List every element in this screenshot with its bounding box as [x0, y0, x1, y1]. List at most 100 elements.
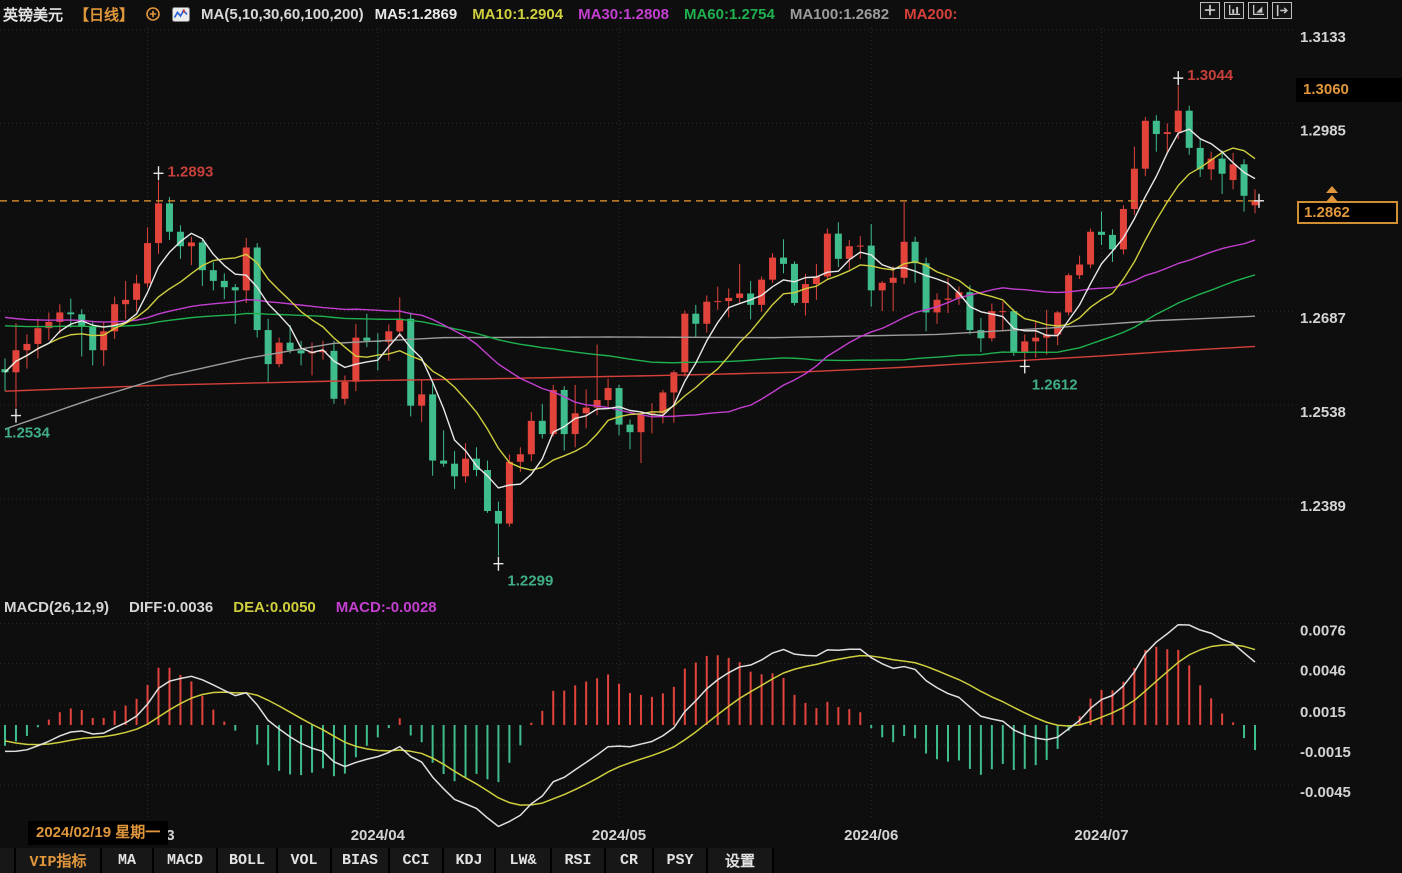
ma-line-ma100: [4, 315, 1256, 430]
candle-body: [385, 331, 393, 343]
candle-body: [1119, 209, 1127, 250]
toolbar-item-kdj[interactable]: KDJ: [444, 848, 494, 873]
candle-body: [659, 392, 667, 414]
ma-line-ma5: [4, 128, 1256, 489]
candle-body: [231, 287, 239, 291]
macd-diff-line: [4, 623, 1256, 828]
candle-body: [494, 510, 502, 524]
candle-body: [23, 343, 31, 351]
candle-body: [133, 283, 141, 300]
extreme-price-label: 1.2534: [4, 425, 51, 442]
trend-chart-icon[interactable]: [1248, 2, 1268, 19]
candle-body: [1196, 147, 1204, 170]
toolbar-item-macd[interactable]: MACD: [154, 848, 216, 873]
candle-body: [1065, 275, 1073, 313]
candle-body: [462, 458, 470, 477]
toolbar-item-ma[interactable]: MA: [102, 848, 152, 873]
candle-body: [1141, 120, 1149, 169]
candle-body: [538, 420, 546, 435]
chart-toolbar-icons: [1200, 2, 1292, 19]
toolbar-item-cci[interactable]: CCI: [390, 848, 442, 873]
period-label[interactable]: 【日线】: [74, 6, 135, 24]
month-label: 2024/04: [351, 827, 406, 844]
extreme-price-label: 1.3044: [1187, 67, 1234, 84]
candle-body: [1130, 168, 1138, 210]
macd-header-bar: MACD(26,12,9) DIFF:0.0036 DEA:0.0050 MAC…: [4, 599, 437, 616]
candle-body: [922, 263, 930, 313]
candle-body: [330, 350, 338, 399]
candle-body: [966, 292, 974, 331]
candle-body: [1251, 200, 1259, 206]
toolbar-item-vol[interactable]: VOL: [278, 848, 330, 873]
candle-body: [363, 337, 371, 341]
axis-chart-icon[interactable]: [1224, 2, 1244, 19]
candle-body: [1163, 132, 1171, 135]
axis-label: 0.0046: [1300, 663, 1346, 680]
plus-circle-icon[interactable]: [145, 6, 161, 22]
candle-body: [264, 330, 272, 365]
candle-body: [451, 463, 459, 477]
macd-diff-value: DIFF:0.0036: [129, 599, 214, 616]
toolbar-item-rsi[interactable]: RSI: [552, 848, 604, 873]
extreme-cross-marker: [1019, 359, 1030, 374]
candle-body: [736, 293, 744, 298]
candle-body: [89, 326, 97, 351]
candle-body: [703, 301, 711, 324]
ma-legend: MA5:1.2869 MA10:1.2904 MA30:1.2808 MA60:1.2…: [375, 6, 958, 23]
candle-body: [396, 318, 404, 332]
candle-body: [100, 331, 108, 351]
candle-body: [297, 350, 305, 354]
candle-body: [429, 394, 437, 461]
candle-body: [714, 301, 722, 303]
candle-body: [242, 247, 250, 291]
candle-body: [571, 413, 579, 435]
candle-body: [790, 263, 798, 303]
candle-body: [801, 284, 809, 303]
pan-crosshair-icon[interactable]: [1200, 2, 1220, 19]
candle-body: [955, 292, 963, 299]
toolbar-item-vip[interactable]: VIP指标: [16, 848, 100, 873]
candle-body: [155, 203, 163, 244]
toolbar-item-boll[interactable]: BOLL: [218, 848, 276, 873]
candle-body: [637, 414, 645, 433]
extreme-price-label: 1.2299: [507, 573, 553, 590]
candle-body: [472, 458, 480, 471]
kline-chart-icon[interactable]: [172, 6, 191, 22]
toolbar-filler: [774, 848, 1402, 873]
candle-body: [999, 311, 1007, 313]
toolbar-item-[interactable]: 设置: [708, 848, 772, 873]
toolbar-item-lw[interactable]: LW&: [496, 848, 550, 873]
toolbar-stub: [0, 848, 14, 873]
axis-label: 1.2538: [1300, 404, 1346, 421]
candle-body: [769, 257, 777, 280]
toolbar-item-cr[interactable]: CR: [606, 848, 652, 873]
candle-body: [319, 350, 327, 353]
candle-body: [845, 246, 853, 259]
extreme-cross-marker: [1254, 193, 1265, 208]
macd-dea-line: [4, 644, 1256, 806]
toolbar-item-bias[interactable]: BIAS: [332, 848, 388, 873]
candle-body: [1152, 120, 1160, 135]
toolbar-item-psy[interactable]: PSY: [654, 848, 706, 873]
candle-body: [122, 299, 130, 305]
extreme-cross-marker: [10, 408, 21, 423]
candle-body: [56, 312, 64, 322]
candle-body: [878, 282, 886, 291]
axis-label: 1.2985: [1300, 122, 1346, 139]
candle-body: [681, 313, 689, 373]
candle-body: [604, 388, 612, 401]
page-forward-icon[interactable]: [1272, 2, 1292, 19]
month-label: 2024/05: [592, 827, 646, 844]
candle-body: [944, 298, 952, 300]
candle-body: [725, 297, 733, 302]
candle-body: [1207, 158, 1215, 170]
ma-line-ma30: [4, 239, 1256, 418]
candle-body: [505, 461, 513, 524]
candle-body: [900, 241, 908, 278]
symbol-name: 英镑美元: [3, 6, 64, 24]
candle-body: [220, 280, 228, 288]
candle-body: [856, 245, 864, 247]
candle-body: [187, 242, 195, 247]
